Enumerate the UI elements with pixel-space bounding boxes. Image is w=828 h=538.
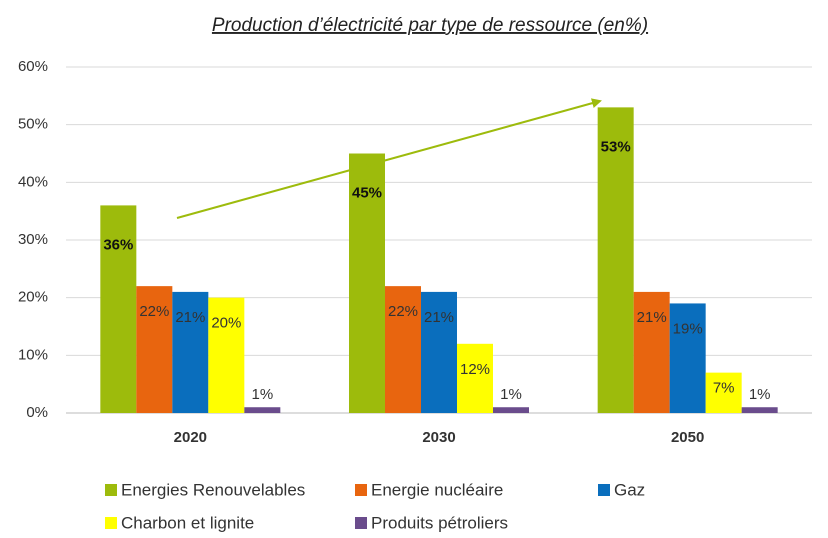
bar (385, 286, 421, 413)
value-label: 36% (103, 236, 133, 253)
chart-title: Production d’électricité par type de res… (212, 15, 648, 36)
legend-label: Produits pétroliers (371, 513, 508, 532)
legend-swatch (355, 517, 367, 529)
legend-swatch (355, 484, 367, 496)
legend-swatch (105, 517, 117, 529)
bar (597, 107, 634, 413)
x-tick-label: 2020 (174, 429, 207, 446)
bar (100, 205, 137, 413)
trend-arrow (176, 98, 602, 219)
bar (244, 407, 281, 413)
y-tick-label: 50% (18, 116, 48, 133)
legend-label: Charbon et lignite (121, 513, 254, 532)
legend-label: Gaz (614, 480, 645, 499)
value-label: 21% (637, 309, 667, 326)
value-label: 19% (673, 320, 703, 337)
bar (669, 303, 706, 413)
bar (493, 407, 529, 413)
x-tick-label: 2050 (671, 429, 704, 446)
legend-swatch (105, 484, 117, 496)
value-label: 1% (749, 386, 771, 403)
bar (457, 343, 493, 413)
value-label: 21% (424, 309, 454, 326)
bar (633, 291, 670, 413)
x-tick-label: 2030 (422, 429, 455, 446)
y-tick-label: 30% (18, 231, 48, 248)
y-tick-label: 10% (18, 346, 48, 363)
bar (349, 153, 385, 413)
value-label: 22% (139, 303, 169, 320)
legend-swatch (598, 484, 610, 496)
y-tick-label: 40% (18, 173, 48, 190)
value-label: 1% (251, 386, 273, 403)
value-label: 21% (175, 309, 205, 326)
bar (705, 372, 742, 413)
value-label: 1% (500, 386, 522, 403)
value-label: 7% (713, 380, 735, 397)
value-label: 45% (352, 184, 382, 201)
bar (172, 291, 209, 413)
y-tick-label: 20% (18, 289, 48, 306)
value-label: 12% (460, 361, 490, 378)
legend-label: Energies Renouvelables (121, 480, 305, 499)
bar (741, 407, 778, 413)
value-label: 22% (388, 303, 418, 320)
legend-label: Energie nucléaire (371, 480, 503, 499)
bar (136, 286, 173, 413)
value-label: 53% (601, 138, 631, 155)
bar (208, 297, 245, 413)
value-label: 20% (211, 315, 241, 332)
y-tick-label: 60% (18, 58, 48, 75)
bar (421, 291, 457, 413)
y-tick-label: 0% (26, 404, 48, 421)
